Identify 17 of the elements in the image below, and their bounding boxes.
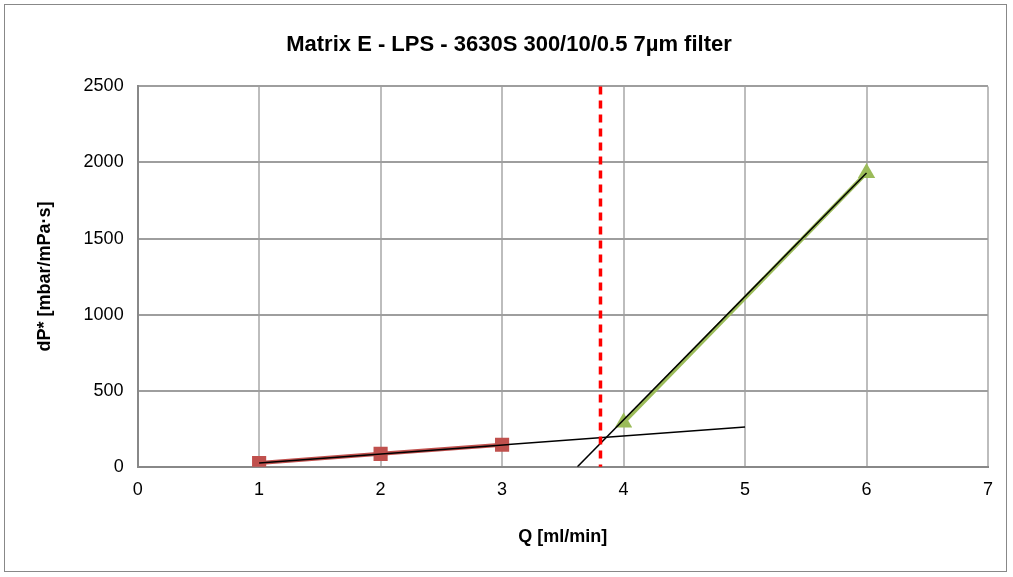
x-tick-label: 6 (861, 478, 872, 499)
x-tick-label: 3 (497, 478, 508, 499)
y-axis-title: dP* [mbar/mPa·s] (33, 201, 54, 352)
y-tick-label: 500 (93, 379, 124, 400)
x-tick-label: 2 (375, 478, 386, 499)
y-tick-label: 0 (113, 455, 124, 476)
y-tick-label: 1500 (83, 227, 124, 248)
y-tick-label: 2000 (83, 151, 124, 172)
x-tick-label: 7 (982, 478, 994, 499)
chart-title: Matrix E - LPS - 3630S 300/10/0.5 7µm filter (286, 31, 733, 57)
y-tick-label: 1000 (83, 303, 124, 324)
x-axis-title: Q [ml/min] (518, 526, 608, 547)
x-tick-label: 1 (254, 478, 265, 499)
x-tick-label: 4 (618, 478, 629, 499)
x-tick-label: 5 (740, 478, 751, 499)
y-tick-label: 2500 (83, 75, 124, 96)
x-tick-label: 0 (132, 478, 143, 499)
